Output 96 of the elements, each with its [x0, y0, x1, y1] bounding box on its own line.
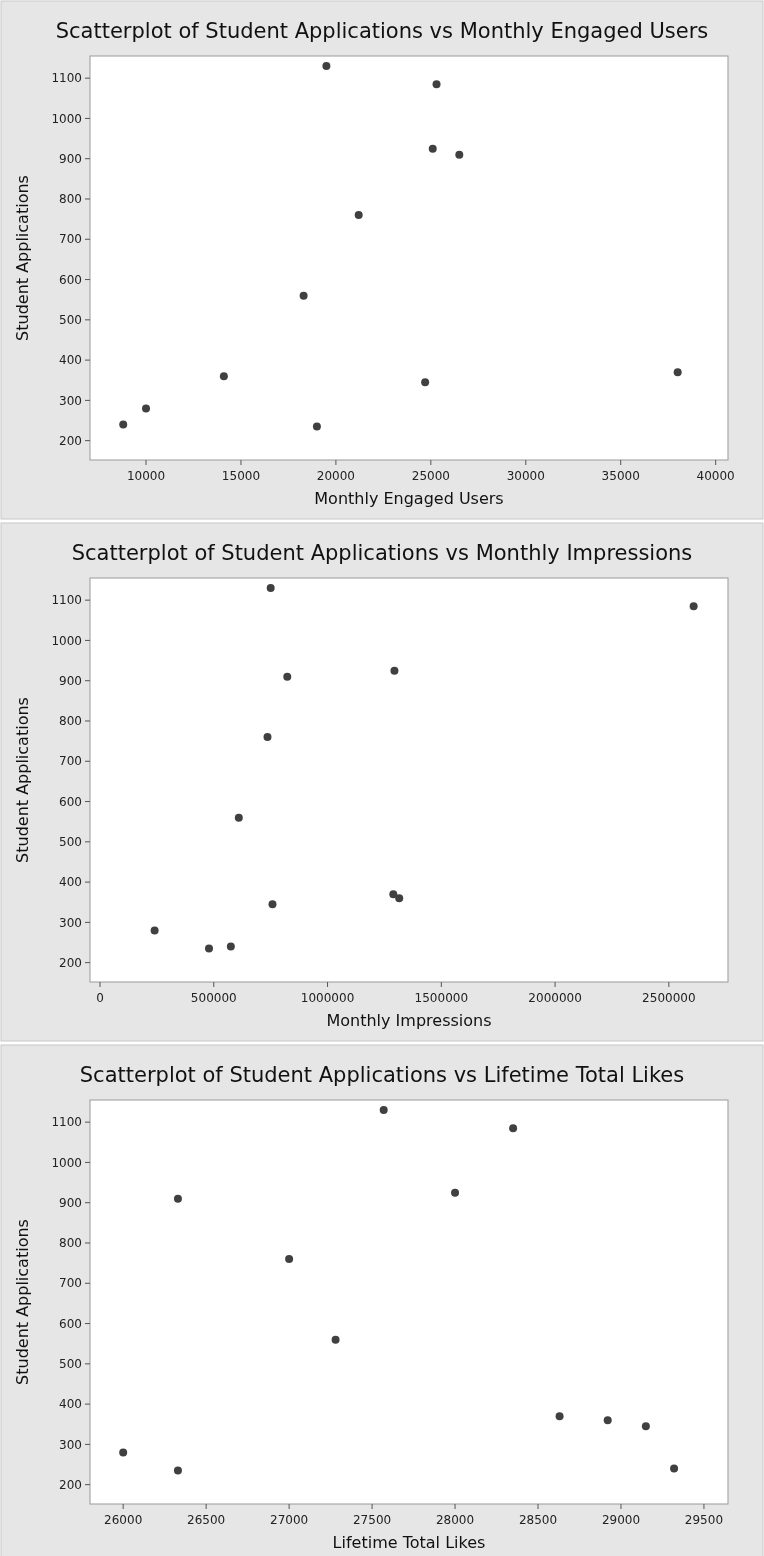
- x-tick-label: 27500: [352, 1513, 392, 1527]
- x-tick-label: 1500000: [414, 991, 469, 1005]
- y-tick-label: 1100: [51, 71, 82, 86]
- y-tick-label: 800: [59, 192, 82, 207]
- point: [299, 291, 308, 300]
- x-tick-label: 20000: [316, 469, 355, 483]
- point: [641, 1422, 650, 1431]
- point: [150, 926, 159, 935]
- x-tick-label: 15000: [221, 469, 261, 483]
- y-tick-label: 600: [59, 272, 82, 287]
- x-tick-label: 40000: [696, 469, 735, 483]
- y-tick-label: 1100: [51, 593, 82, 608]
- point: [226, 942, 235, 951]
- y-tick-label: 1000: [51, 633, 82, 648]
- y-tick-label: 600: [59, 1316, 82, 1331]
- x-tick-label: 29500: [684, 1513, 724, 1527]
- point: [173, 1466, 182, 1475]
- point: [432, 80, 441, 89]
- y-tick-label: 400: [59, 875, 82, 890]
- y-tick-label: 800: [59, 714, 82, 729]
- y-tick-label: 900: [59, 673, 82, 688]
- x-tick-label: 28000: [435, 1513, 475, 1527]
- y-tick-label: 900: [59, 1195, 82, 1210]
- chart-title: Scatterplot of Student Applications vs Monthly Engaged Users: [55, 19, 709, 43]
- y-tick-label: 300: [59, 1437, 82, 1452]
- x-tick-label: 1000000: [300, 991, 355, 1005]
- point: [389, 890, 398, 899]
- x-tick-label: 28500: [518, 1513, 558, 1527]
- point: [312, 422, 321, 431]
- point: [603, 1416, 612, 1425]
- y-tick-label: 500: [59, 313, 82, 328]
- y-tick-label: 400: [59, 1397, 82, 1412]
- x-tick-label: 10000: [126, 469, 166, 483]
- y-tick-label: 700: [59, 1276, 82, 1291]
- point: [266, 584, 275, 593]
- x-tick-label: 26000: [104, 1513, 143, 1527]
- y-tick-label: 700: [59, 754, 82, 769]
- x-axis-title: Lifetime Total Likes: [332, 1533, 486, 1552]
- point: [670, 1464, 679, 1473]
- point: [509, 1124, 518, 1133]
- point: [205, 944, 213, 953]
- point: [119, 1448, 128, 1457]
- chart-title: Scatterplot of Student Applications vs Lifetime Total Likes: [79, 1063, 685, 1087]
- x-tick-label: 29000: [601, 1513, 641, 1527]
- x-tick-label: 0: [96, 991, 104, 1005]
- y-tick-label: 1000: [51, 111, 82, 126]
- point: [673, 368, 682, 377]
- point: [395, 894, 404, 903]
- x-axis-title: Monthly Engaged Users: [314, 489, 504, 508]
- point: [455, 150, 464, 159]
- point: [555, 1412, 564, 1421]
- x-axis-title: Monthly Impressions: [326, 1011, 492, 1030]
- point: [119, 420, 128, 429]
- x-tick-label: 35000: [601, 469, 640, 483]
- x-tick-label: 25000: [411, 469, 450, 483]
- point: [379, 1106, 388, 1115]
- point: [451, 1188, 460, 1197]
- x-tick-label: 2500000: [642, 991, 696, 1005]
- y-axis-title: Student Applications: [13, 697, 32, 863]
- y-tick-label: 500: [59, 1357, 82, 1372]
- point: [173, 1194, 182, 1203]
- point: [263, 733, 272, 742]
- y-tick-label: 700: [59, 232, 82, 247]
- point: [322, 62, 331, 71]
- point: [283, 672, 292, 681]
- y-tick-label: 400: [59, 353, 82, 368]
- y-tick-label: 200: [59, 955, 82, 970]
- y-tick-label: 200: [59, 1477, 82, 1492]
- y-tick-label: 900: [59, 151, 82, 166]
- x-tick-label: 30000: [506, 469, 545, 483]
- y-tick-label: 800: [59, 1236, 82, 1251]
- point: [234, 813, 243, 822]
- point: [421, 378, 430, 387]
- point: [354, 211, 363, 220]
- point: [331, 1335, 340, 1344]
- point: [219, 372, 228, 381]
- y-tick-label: 200: [59, 433, 82, 448]
- y-tick-label: 300: [59, 393, 82, 408]
- point: [428, 144, 437, 153]
- y-axis-title: Student Applications: [13, 175, 32, 341]
- y-tick-label: 1000: [51, 1155, 82, 1170]
- y-tick-label: 1100: [51, 1115, 82, 1130]
- x-tick-label: 2000000: [528, 991, 582, 1005]
- x-tick-label: 500000: [190, 991, 237, 1005]
- y-axis-title: Student Applications: [13, 1219, 32, 1385]
- point: [285, 1255, 294, 1264]
- x-tick-label: 27000: [270, 1513, 309, 1527]
- point: [689, 602, 698, 611]
- x-tick-label: 26500: [187, 1513, 226, 1527]
- y-tick-label: 600: [59, 794, 82, 809]
- y-tick-label: 500: [59, 835, 82, 850]
- point: [142, 404, 151, 413]
- chart-title: Scatterplot of Student Applications vs Monthly Impressions: [71, 541, 693, 565]
- y-tick-label: 300: [59, 915, 82, 930]
- point: [390, 666, 399, 675]
- point: [268, 900, 277, 909]
